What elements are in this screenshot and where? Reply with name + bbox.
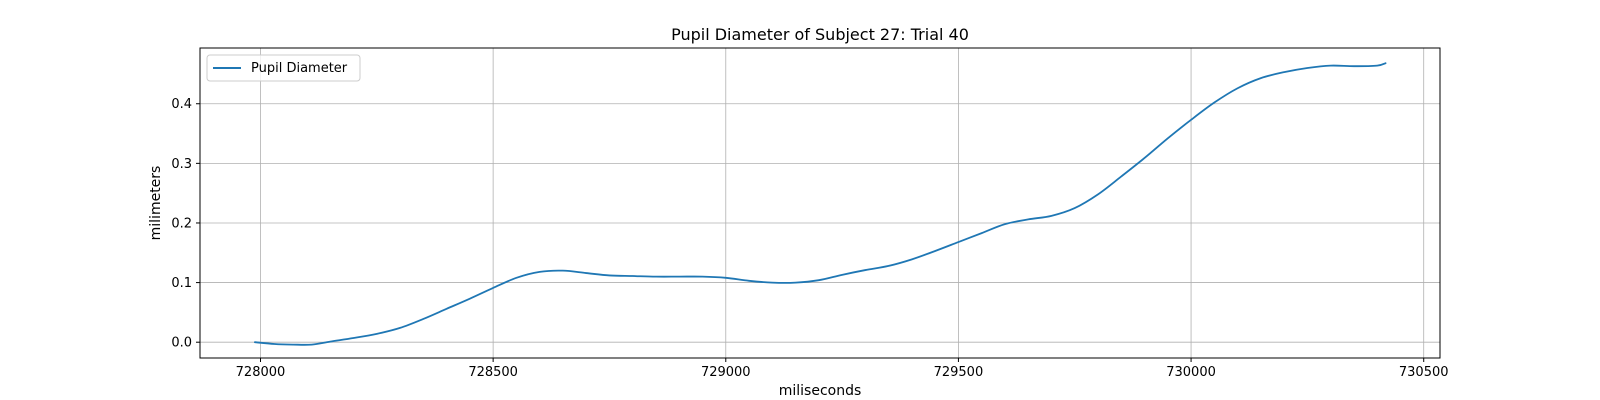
x-tick-label: 729000	[701, 365, 751, 380]
y-tick-label: 0.0	[171, 336, 192, 351]
y-tick-label: 0.4	[171, 97, 192, 112]
series-layer	[254, 62, 1387, 346]
y-tick-label: 0.1	[171, 276, 192, 291]
grid-layer	[200, 48, 1440, 358]
x-axis-label: miliseconds	[779, 383, 862, 399]
x-tick-label: 730500	[1399, 365, 1449, 380]
legend-label-pupil-diameter: Pupil Diameter	[251, 61, 348, 76]
plot-area-frame	[199, 47, 1441, 359]
chart-title: Pupil Diameter of Subject 27: Trial 40	[671, 25, 969, 44]
x-tick-label: 728000	[236, 365, 286, 380]
y-tick-label: 0.2	[171, 216, 192, 231]
y-tick-label: 0.3	[171, 157, 192, 172]
x-tick-label: 728500	[468, 365, 518, 380]
x-tick-label: 730000	[1166, 365, 1216, 380]
x-tick-label: 729500	[934, 365, 984, 380]
series-line-pupil-diameter	[254, 62, 1387, 346]
legend: Pupil Diameter	[206, 54, 361, 82]
ticks-layer: 728000 728500 729000 729500 730000 730500 0.0 0…	[171, 97, 1448, 380]
legend-box	[206, 54, 361, 82]
y-axis-label: milimeters	[148, 166, 164, 241]
